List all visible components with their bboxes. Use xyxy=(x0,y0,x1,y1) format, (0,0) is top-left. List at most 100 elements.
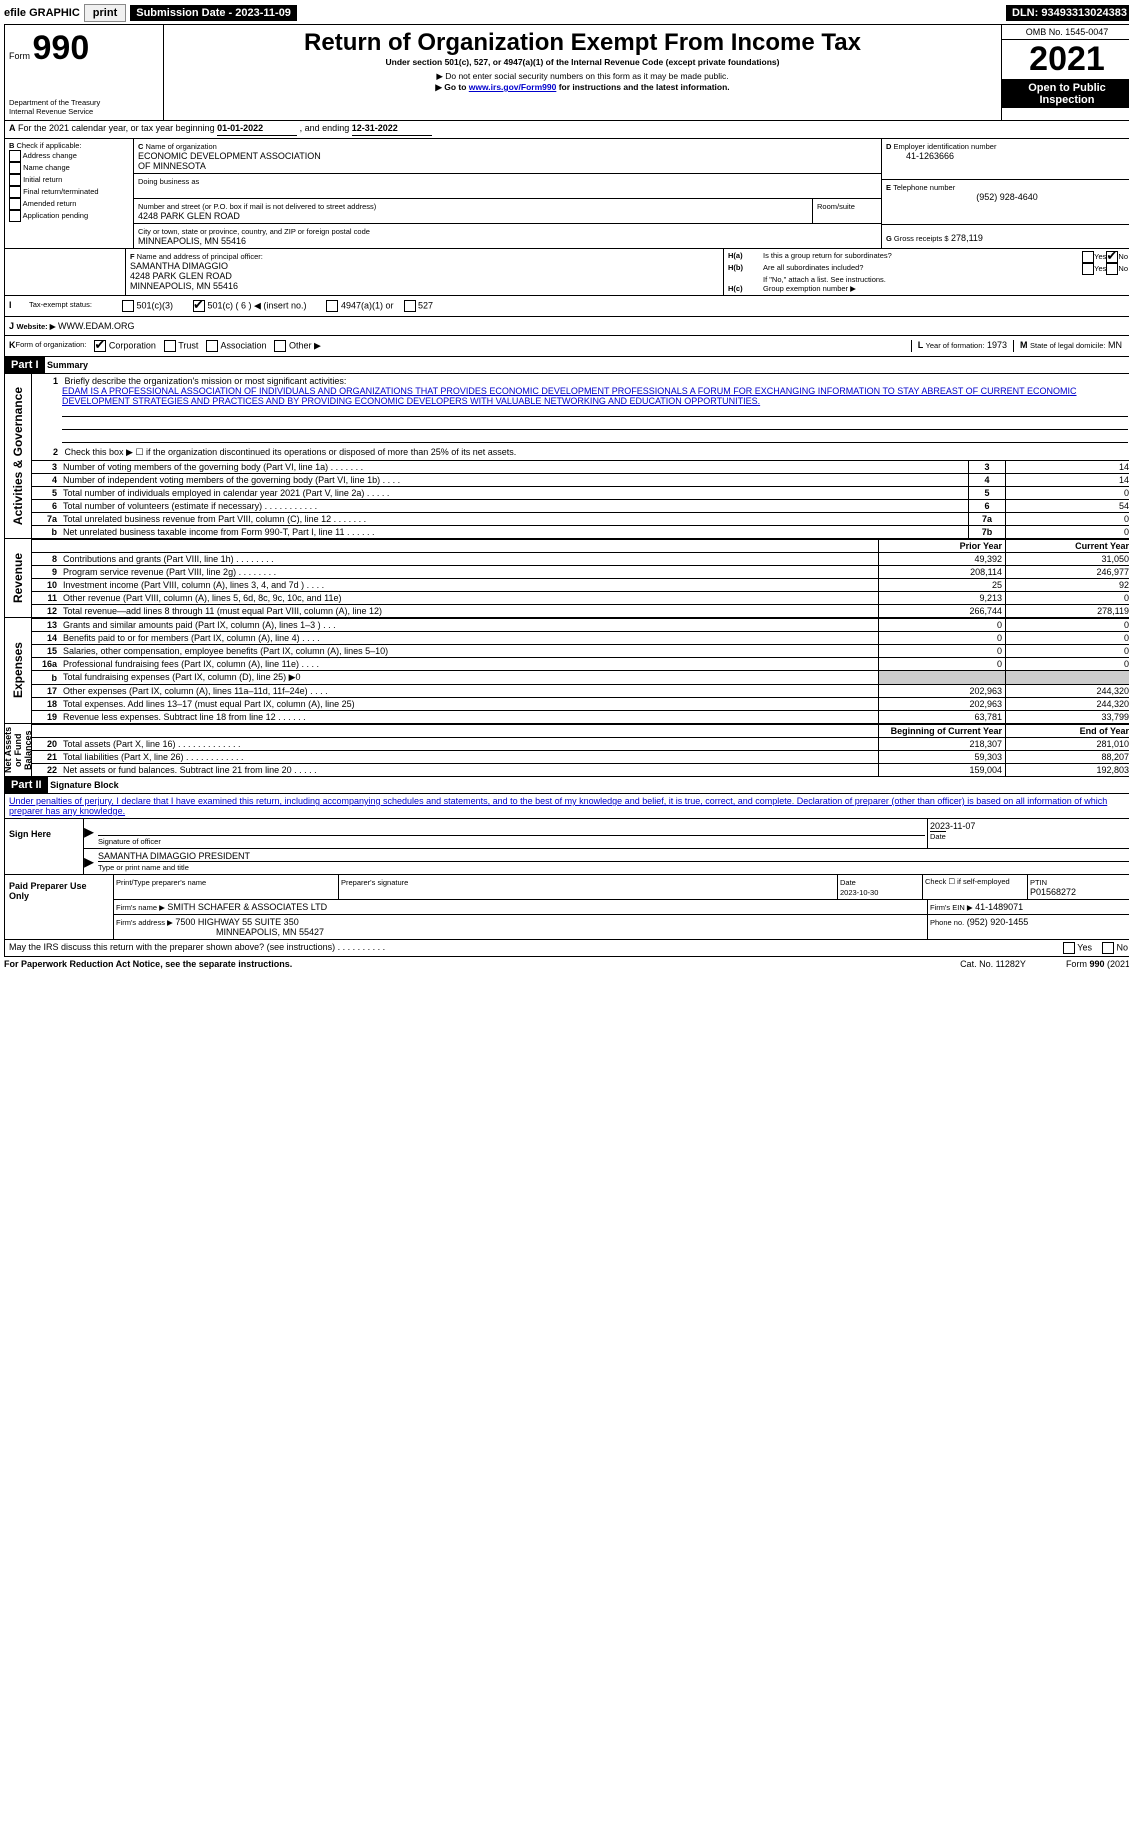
sig-date: 2023-11-07 xyxy=(930,821,1129,831)
check-se[interactable]: Check ☐ if self-employed xyxy=(923,875,1028,899)
omb-no: OMB No. 1545-0047 xyxy=(1002,25,1129,40)
ein-val: 41-1263666 xyxy=(906,151,954,161)
m-val: MN xyxy=(1108,340,1122,350)
q1-label: Briefly describe the organization's miss… xyxy=(65,376,347,386)
k-other[interactable]: Other ▶ xyxy=(274,340,320,352)
g-label: Gross receipts $ xyxy=(894,234,949,243)
prep-date-label: Date xyxy=(840,878,856,887)
b-label: Check if applicable: xyxy=(17,141,82,150)
efile-label: efile GRAPHIC xyxy=(4,7,80,19)
may-yes[interactable]: Yes xyxy=(1063,942,1092,954)
k-trust[interactable]: Trust xyxy=(164,340,199,352)
room-label: Room/suite xyxy=(817,202,855,211)
cat-no: Cat. No. 11282Y xyxy=(960,959,1026,969)
line-klm: K Form of organization: Corporation Trus… xyxy=(4,336,1129,357)
mission-text[interactable]: EDAM IS A PROFESSIONAL ASSOCIATION OF IN… xyxy=(62,386,1128,406)
k-corp[interactable]: Corporation xyxy=(94,340,156,352)
dba-label: Doing business as xyxy=(138,177,199,186)
date-label: Date xyxy=(930,831,946,841)
f-h-block: F Name and address of principal officer:… xyxy=(4,249,1129,296)
declaration[interactable]: Under penalties of perjury, I declare th… xyxy=(5,794,1129,819)
side-activities: Activities & Governance xyxy=(11,387,25,525)
officer-name: SAMANTHA DIMAGGIO xyxy=(130,261,228,271)
prep-name-label: Print/Type preparer's name xyxy=(116,878,206,887)
submission-date: Submission Date - 2023-11-09 xyxy=(130,5,297,21)
e-label: Telephone number xyxy=(893,183,955,192)
b-opt-3[interactable]: Final return/terminated xyxy=(9,186,129,198)
sig-arrow-icon-2: ▸ xyxy=(84,849,96,874)
i-501c3[interactable]: 501(c)(3) xyxy=(122,300,173,312)
sign-here: Sign Here xyxy=(5,819,84,874)
form-title: Return of Organization Exempt From Incom… xyxy=(168,29,997,57)
street-val: 4248 PARK GLEN ROAD xyxy=(138,211,240,221)
hdr-boy: Beginning of Current Year xyxy=(879,725,1006,738)
officer-addr: 4248 PARK GLEN ROAD xyxy=(130,271,232,281)
line-a: A For the 2021 calendar year, or tax yea… xyxy=(4,121,1129,139)
hb-yes[interactable]: Yes xyxy=(1082,263,1106,275)
b-opt-4[interactable]: Amended return xyxy=(9,198,129,210)
part1: Part I Summary Activities & Governance 1… xyxy=(4,357,1129,777)
rev-table: Prior YearCurrent Year 8Contributions an… xyxy=(32,539,1129,617)
prep-date: 2023-10-30 xyxy=(840,888,878,897)
firm-name-label: Firm's name ▶ xyxy=(116,903,165,912)
j-label: Website: ▶ xyxy=(17,322,56,331)
f-label: Name and address of principal officer: xyxy=(137,252,263,261)
line-j: J Website: ▶ WWW.EDAM.ORG xyxy=(4,317,1129,336)
firm-addr2: MINNEAPOLIS, MN 55427 xyxy=(216,927,324,937)
gross-receipts: 278,119 xyxy=(951,233,983,243)
type-label: Type or print name and title xyxy=(98,863,189,872)
side-expenses: Expenses xyxy=(11,642,25,698)
ptin-val: P01568272 xyxy=(1030,887,1076,897)
part1-bar: Part I xyxy=(5,357,45,373)
top-bar: efile GRAPHIC print Submission Date - 20… xyxy=(4,4,1129,22)
line-a-text: For the 2021 calendar year, or tax year … xyxy=(18,123,217,133)
org-name-2: OF MINNESOTA xyxy=(138,161,206,171)
form-label: Form xyxy=(9,51,30,61)
k-label: Form of organization: xyxy=(16,340,87,352)
phone-val: (952) 928-4640 xyxy=(886,192,1128,202)
hdr-eoy: End of Year xyxy=(1006,725,1129,738)
side-netassets: Net Assets or Fund Balances xyxy=(3,724,33,776)
i-4947[interactable]: 4947(a)(1) or xyxy=(326,300,393,312)
irs-link[interactable]: www.irs.gov/Form990 xyxy=(469,82,557,92)
k-assoc[interactable]: Association xyxy=(206,340,266,352)
b-opt-2[interactable]: Initial return xyxy=(9,174,129,186)
year-begin: 01-01-2022 xyxy=(217,123,297,136)
ha-yes[interactable]: Yes xyxy=(1082,251,1106,263)
hb-no[interactable]: No xyxy=(1106,263,1128,275)
b-opt-1[interactable]: Name change xyxy=(9,162,129,174)
goto-pre: ▶ Go to xyxy=(435,82,468,92)
goto-note: ▶ Go to www.irs.gov/Form990 for instruct… xyxy=(168,82,997,93)
form-number: 990 xyxy=(33,29,90,67)
year-end: 12-31-2022 xyxy=(352,123,432,136)
website-val: WWW.EDAM.ORG xyxy=(58,321,135,331)
may-irs: May the IRS discuss this return with the… xyxy=(9,942,385,954)
firm-ein: 41-1489071 xyxy=(975,902,1023,912)
part2-bar: Part II xyxy=(5,777,48,793)
ha-no[interactable]: No xyxy=(1106,251,1128,263)
m-label: State of legal domicile: xyxy=(1030,341,1105,350)
city-label: City or town, state or province, country… xyxy=(138,227,370,236)
b-opt-0[interactable]: Address change xyxy=(9,150,129,162)
exp-table: 13Grants and similar amounts paid (Part … xyxy=(32,618,1129,723)
firm-addr1: 7500 HIGHWAY 55 SUITE 350 xyxy=(175,917,298,927)
part1-title: Summary xyxy=(47,360,88,370)
may-no[interactable]: No xyxy=(1102,942,1128,954)
i-501c[interactable]: 501(c) ( 6 ) ◀ (insert no.) xyxy=(193,300,306,312)
side-revenue: Revenue xyxy=(11,553,25,603)
i-label: Tax-exempt status: xyxy=(29,300,92,312)
b-opt-5[interactable]: Application pending xyxy=(9,210,129,222)
print-button[interactable]: print xyxy=(84,4,126,22)
officer-typed-name: SAMANTHA DIMAGGIO PRESIDENT xyxy=(98,851,1129,862)
ssn-note: ▶ Do not enter social security numbers o… xyxy=(168,71,997,82)
hb-label: Are all subordinates included? xyxy=(763,263,1082,275)
q2-label: Check this box ▶ ☐ if the organization d… xyxy=(65,447,517,457)
dln: DLN: 93493313024383 xyxy=(1006,5,1129,21)
street-label: Number and street (or P.O. box if mail i… xyxy=(138,202,376,211)
footer: For Paperwork Reduction Act Notice, see … xyxy=(4,957,1129,971)
i-527[interactable]: 527 xyxy=(404,300,434,312)
firm-phone: (952) 920-1455 xyxy=(967,917,1029,927)
line-a-mid: , and ending xyxy=(300,123,352,133)
firm-name: SMITH SCHAFER & ASSOCIATES LTD xyxy=(167,902,327,912)
dept-treasury: Department of the Treasury xyxy=(9,98,159,107)
